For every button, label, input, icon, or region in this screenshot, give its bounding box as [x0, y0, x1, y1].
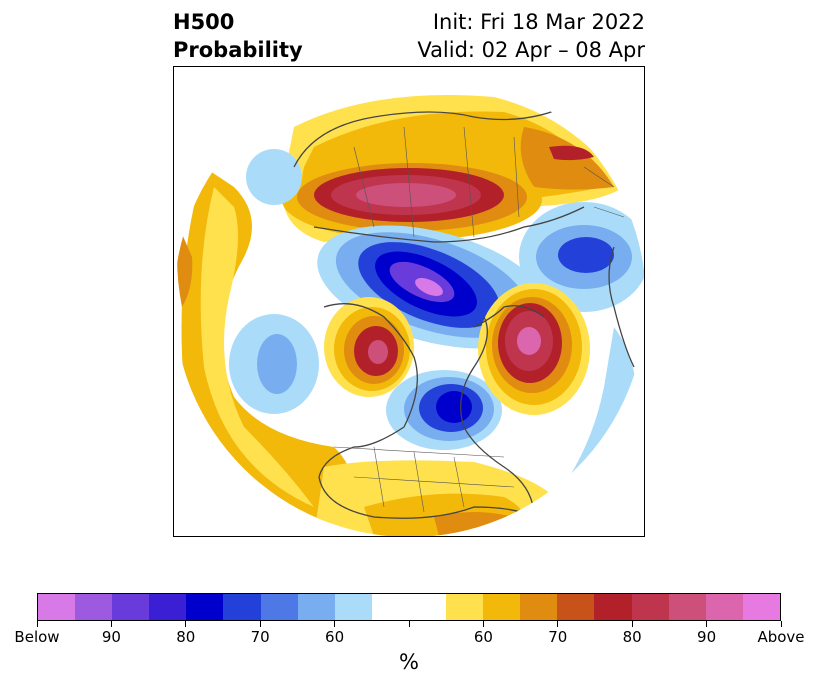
colorbar-tick-label: 60: [325, 628, 345, 646]
colorbar-tick-label: 80: [176, 628, 196, 646]
colorbar-segment: [223, 594, 261, 620]
pacific-cold-inner: [257, 334, 297, 394]
colorbar-segment: [705, 594, 743, 620]
colorbar-segment: [742, 594, 780, 620]
colorbar-segment: [186, 594, 224, 620]
colorbar-segment: [334, 594, 372, 620]
init-date: Init: Fri 18 Mar 2022: [432, 10, 645, 34]
colorbar-tick: [557, 621, 559, 627]
colorbar-segment: [297, 594, 335, 620]
colorbar-tick: [780, 621, 782, 627]
colorbar-segment: [557, 594, 595, 620]
colorbar-tick-label: 70: [548, 628, 568, 646]
pacific-warm-band-inner: [200, 187, 314, 507]
valid-range: Valid: 02 Apr – 08 Apr: [417, 38, 645, 62]
colorbar: [37, 593, 781, 621]
polar-map-svg: [174, 67, 644, 536]
colorbar-segment: [594, 594, 632, 620]
colorbar-tick-label: 90: [697, 628, 717, 646]
siberia-hot-patch: [549, 145, 594, 161]
trough-max: [415, 278, 443, 296]
colorbar-tick-label: 60: [473, 628, 493, 646]
nw-cold-lobe: [246, 149, 302, 205]
colorbar-tick: [631, 621, 633, 627]
colorbar-segment: [483, 594, 521, 620]
colorbar-segment: [408, 594, 447, 620]
colorbar-tick-label: Above: [757, 628, 805, 646]
colorbar-tick: [259, 621, 261, 627]
map-title: H500 Probability: [173, 8, 303, 64]
colorbar-tick-label: 90: [101, 628, 121, 646]
colorbar-segment: [38, 594, 76, 620]
colorbar-tick: [334, 621, 336, 627]
country-borders: [333, 126, 625, 513]
pacific-warm-patch: [177, 227, 193, 307]
colorbar-segment: [260, 594, 298, 620]
colorbar-segment: [668, 594, 706, 620]
colorbar-tick-label: 80: [622, 628, 642, 646]
colorbar-segment: [149, 594, 187, 620]
colorbar-segment: [75, 594, 113, 620]
colorbar-segment: [446, 594, 484, 620]
colorbar-segment: [371, 594, 409, 620]
alaska-ridge-90: [368, 340, 388, 364]
probability-map: [173, 66, 645, 537]
gulf-warm-patch: [434, 512, 514, 536]
ridge-90: [356, 183, 456, 207]
colorbar-tick: [706, 621, 708, 627]
colorbar-tick: [482, 621, 484, 627]
colorbar-tick: [110, 621, 112, 627]
colorbar-tick: [408, 621, 410, 627]
map-dates: Init: Fri 18 Mar 2022 Valid: 02 Apr – 08…: [417, 8, 645, 64]
colorbar-tick-label: Below: [14, 628, 60, 646]
colorbar-segment: [520, 594, 558, 620]
colorbar-tick: [36, 621, 38, 627]
colorbar-unit-label: %: [399, 650, 419, 674]
colorbar-tick: [185, 621, 187, 627]
colorbar-segment: [631, 594, 669, 620]
title-variable: H500: [173, 10, 235, 34]
colorbar-tick-label: 70: [250, 628, 270, 646]
title-product: Probability: [173, 38, 303, 62]
ne-cold-70: [558, 237, 614, 273]
east-cold-80: [436, 391, 472, 423]
colorbar-segment: [112, 594, 150, 620]
atlantic-ridge-95: [517, 327, 541, 355]
